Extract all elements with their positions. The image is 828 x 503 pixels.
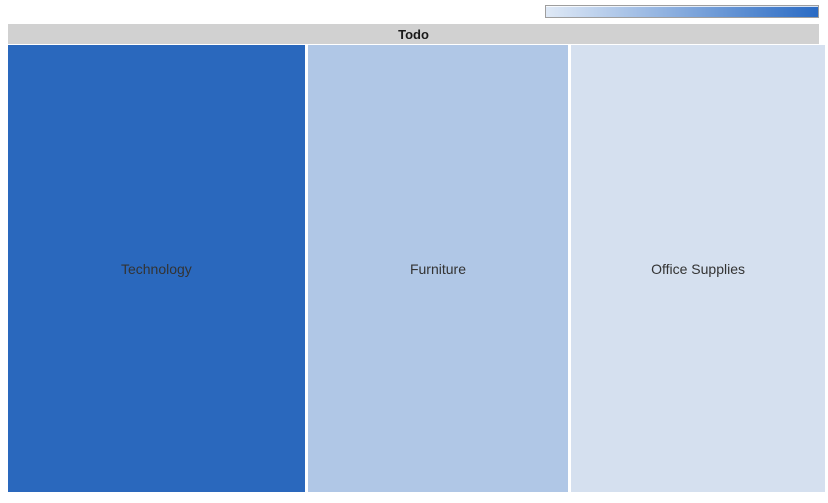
color-gradient-legend (545, 5, 819, 18)
treemap-root-label: Todo (398, 26, 429, 42)
treemap-root-header[interactable]: Todo (8, 24, 819, 44)
treemap-cell-label: Office Supplies (651, 260, 745, 277)
treemap-cell-label: Furniture (409, 260, 466, 277)
treemap-cell-technology[interactable]: Technology (8, 45, 305, 492)
treemap-cell-office-supplies[interactable]: Office Supplies (571, 45, 825, 492)
treemap-area: Technology Furniture Office Supplies (8, 45, 825, 492)
treemap-cell-label: Technology (120, 260, 192, 277)
treemap-cell-furniture[interactable]: Furniture (307, 45, 569, 492)
